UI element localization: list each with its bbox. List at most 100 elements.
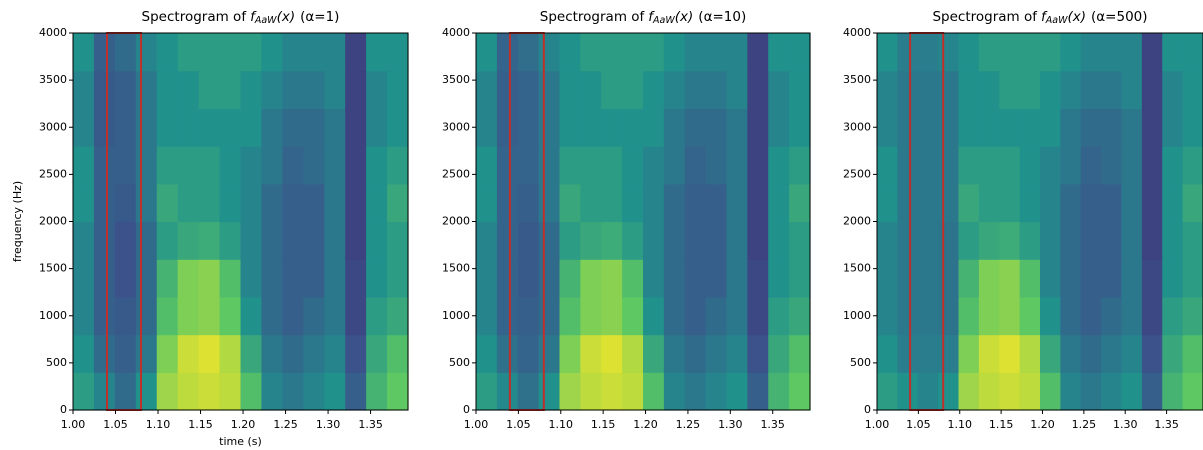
heatmap-cell [73,146,95,185]
heatmap-cell [177,183,200,223]
heatmap-cell [345,259,367,298]
heatmap-cell [1141,221,1163,260]
heatmap-cell [684,33,707,72]
heatmap-cell [93,259,116,298]
heatmap-cell [1182,259,1203,298]
heatmap-cell [747,33,769,72]
heatmap-cell [580,183,602,223]
heatmap-cell [156,221,179,260]
heatmap-cell [517,259,540,298]
heatmap-cell [978,183,1000,223]
x-tick-label: 1.00 [865,418,890,431]
heatmap-cell [1060,183,1082,223]
title-part: AaW [254,15,277,26]
heatmap-cell [705,108,728,147]
x-tick-label: 1.05 [103,418,128,431]
heatmap-cell [1101,108,1123,147]
heatmap-cell [1019,183,1041,223]
heatmap-cell [897,221,919,260]
heatmap-cell [877,183,898,223]
heatmap-cell [663,108,686,147]
heatmap-cell [496,334,519,373]
x-tick-label: 1.00 [464,418,489,431]
heatmap-cell [324,33,346,72]
heatmap-cell [705,33,728,72]
heatmap-cell [476,33,498,72]
heatmap-cell [93,70,116,109]
heatmap-cell [1121,70,1143,109]
y-tick-label: 3000 [442,120,470,133]
heatmap-cell [198,296,221,336]
heatmap-cell [958,108,980,147]
heatmap-cell [877,334,898,373]
heatmap-cell [643,70,665,109]
heatmap-cell [705,334,728,373]
heatmap-cell [93,296,116,336]
y-tick-label: 2000 [442,215,470,228]
heatmap-cell [663,183,686,223]
heatmap-cell [1080,372,1102,411]
heatmap-cell [282,108,304,147]
y-tick-label: 3000 [843,120,871,133]
heatmap-cell [684,259,707,298]
heatmap-cell [476,183,498,223]
heatmap-cell [282,372,304,411]
heatmap-cell [240,334,263,373]
heatmap-cell [747,259,769,298]
heatmap-cell [345,334,367,373]
title-part: f [648,9,655,25]
heatmap-cell [1141,70,1163,109]
y-tick-label: 3000 [39,120,67,133]
heatmap-cell [345,108,367,147]
heatmap-cell [1060,33,1082,72]
heatmap-cell [387,372,409,411]
heatmap-cell [517,334,540,373]
heatmap-cell [1019,221,1041,260]
heatmap-cell [114,334,137,373]
heatmap-cell [705,259,728,298]
heatmap-cell [517,183,540,223]
heatmap-cell [1121,372,1143,411]
heatmap-cell [387,70,409,109]
heatmap-cell [135,221,158,260]
heatmap-cell [1141,372,1163,411]
heatmap-cell [580,221,602,260]
title-part: (α=1) [300,9,339,25]
heatmap-cell [643,334,665,373]
heatmap-cell [240,221,263,260]
heatmap-cell [938,334,960,373]
heatmap-cell [726,372,748,411]
heatmap-cell [958,334,980,373]
heatmap-cell [1162,334,1184,373]
heatmap-cell [303,33,325,72]
x-axis-label: time (s) [219,435,262,448]
heatmap-cell [538,334,561,373]
heatmap-cell [684,70,707,109]
heatmap-cell [747,70,769,109]
heatmap-cell [1182,221,1203,260]
heatmap-cell [768,146,790,185]
heatmap-cell [282,33,304,72]
heatmap-cell [1040,70,1061,109]
heatmap-cell [663,146,686,185]
heatmap-cell [559,259,581,298]
heatmap-cell [1019,146,1041,185]
heatmap-cell [240,259,263,298]
heatmap-cell [1162,259,1184,298]
heatmap-cell [1040,33,1061,72]
heatmap-cell [219,146,242,185]
heatmap-cell [177,296,200,336]
heatmap-cell [476,146,498,185]
heatmap-cell [73,221,95,260]
heatmap-cell [240,372,263,411]
x-tick-label: 1.20 [1030,418,1055,431]
heatmap-cell [768,334,790,373]
heatmap-cell [1141,146,1163,185]
heatmap-cell [1121,183,1143,223]
heatmap-cell [747,334,769,373]
heatmap-cell [1080,334,1102,373]
heatmap-cell [622,334,644,373]
y-tick-label: 2000 [843,215,871,228]
heatmap-cell [999,259,1021,298]
heatmap-cell [684,372,707,411]
